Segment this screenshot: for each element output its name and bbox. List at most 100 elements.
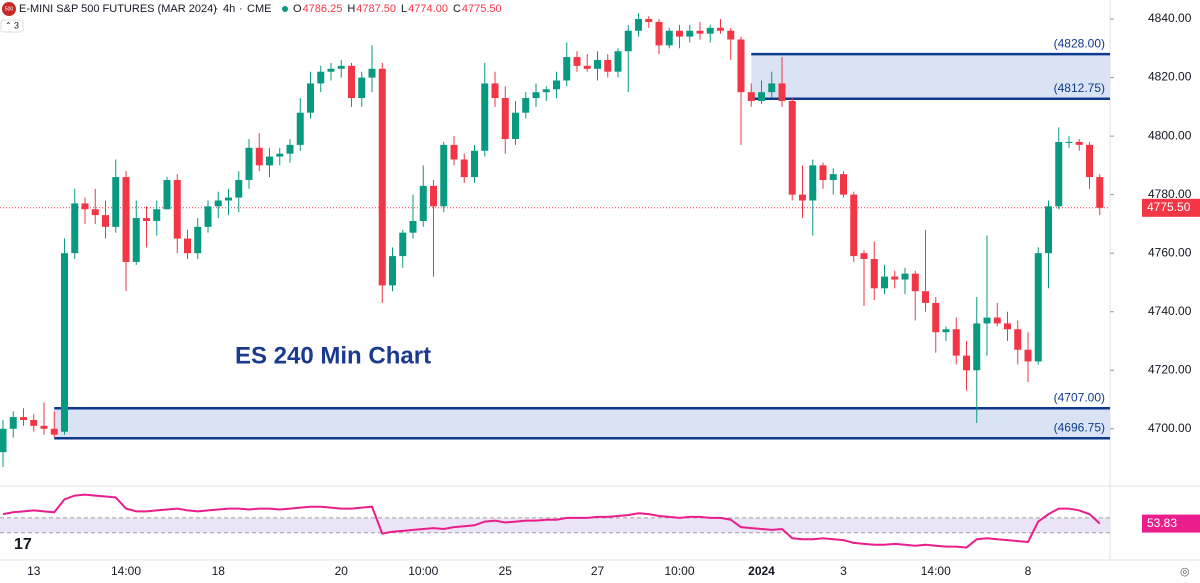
- candle-body: [922, 291, 929, 303]
- candle-body: [71, 203, 79, 254]
- candle-body: [276, 153, 284, 157]
- candle-body: [91, 209, 99, 216]
- x-tick-label: 27: [591, 564, 605, 578]
- candle-body: [337, 65, 345, 69]
- zone-label: (4696.75): [1054, 420, 1105, 434]
- candle-body: [983, 317, 991, 324]
- candle-body: [604, 60, 612, 72]
- candle-body: [696, 30, 704, 34]
- x-tick-label: 18: [212, 564, 226, 578]
- settings-icon[interactable]: ◎: [1180, 566, 1190, 578]
- candle-body: [235, 180, 243, 198]
- exchange: CME: [247, 3, 271, 15]
- x-tick-label: 25: [499, 564, 513, 578]
- candle-body: [778, 83, 786, 101]
- candle-body: [173, 180, 181, 239]
- y-tick-label: 4840.00: [1148, 11, 1192, 25]
- candle-body: [973, 323, 981, 371]
- rsi-value-label: 53.83: [1147, 516, 1177, 530]
- candle-body: [614, 51, 622, 72]
- candle-body: [737, 39, 745, 93]
- x-tick-label: 10:00: [664, 564, 694, 578]
- indicator-toggle[interactable]: [0, 19, 24, 33]
- candle-body: [901, 273, 909, 280]
- y-tick-label: 4740.00: [1148, 304, 1192, 318]
- candle-body: [686, 30, 694, 37]
- candle-body: [0, 428, 7, 453]
- candle-body: [266, 156, 273, 166]
- candle-body: [81, 203, 89, 210]
- candle-body: [717, 27, 724, 31]
- candle-body: [440, 144, 448, 207]
- status-dot: [282, 6, 288, 12]
- ohlc-readout: O 4786.25 H 4787.50 L 4774.00 C 4775.50: [293, 3, 502, 15]
- candle-body: [491, 83, 499, 99]
- candle-body: [481, 83, 489, 151]
- x-tick-label: 2024: [748, 564, 775, 578]
- sep: ·: [239, 3, 243, 15]
- candle-body: [665, 30, 673, 46]
- candle-body: [819, 165, 827, 180]
- candle-body: [1096, 177, 1104, 208]
- candle-body: [30, 420, 38, 426]
- candle-body: [307, 83, 314, 113]
- candle-body: [522, 98, 530, 113]
- rsi-line: [2, 493, 1101, 549]
- annotation: ES 240 Min Chart: [235, 342, 431, 369]
- candle-body: [645, 19, 653, 22]
- candle-body: [829, 174, 837, 180]
- y-tick-label: 4800.00: [1148, 128, 1192, 142]
- candle-body: [327, 68, 335, 72]
- candle-body: [563, 57, 571, 81]
- candle-body: [624, 30, 632, 52]
- candle-body: [1086, 144, 1093, 178]
- candle-body: [881, 276, 888, 289]
- candle-body: [840, 174, 847, 195]
- y-tick-label: 4780.00: [1148, 187, 1192, 201]
- candle-body: [286, 144, 294, 154]
- ohlc-letter: L: [401, 3, 407, 15]
- candle-body: [225, 197, 232, 201]
- x-tick-label: 13: [27, 564, 41, 578]
- candle-body: [143, 218, 150, 221]
- candle-body: [532, 92, 540, 99]
- last-price-box: [1142, 198, 1200, 217]
- candle-body: [471, 150, 478, 178]
- ohlc-value: 4775.50: [462, 3, 502, 15]
- icon-text: 500: [5, 6, 14, 12]
- candle-body: [635, 19, 642, 31]
- candle-body: [399, 232, 407, 257]
- zone-label: (4828.00): [1054, 36, 1105, 50]
- candle-body: [942, 329, 950, 333]
- x-tick-label: 20: [335, 564, 349, 578]
- candle-body: [122, 177, 130, 262]
- candle-body: [1065, 141, 1073, 143]
- candle-body: [993, 317, 1001, 324]
- candle-body: [911, 273, 919, 292]
- candle-body: [932, 302, 940, 333]
- candle-body: [102, 215, 109, 227]
- candle-body: [963, 355, 970, 371]
- candle-body: [317, 71, 325, 84]
- candle-body: [460, 159, 468, 178]
- x-tick-label: 14:00: [111, 564, 141, 578]
- candle-body: [389, 256, 396, 286]
- candle-body: [378, 68, 386, 286]
- candle-body: [1045, 206, 1052, 254]
- candle-body: [1014, 329, 1022, 350]
- candle-body: [368, 68, 376, 78]
- candle-body: [214, 200, 222, 207]
- candle-body: [204, 206, 212, 227]
- candle-body: [112, 177, 120, 227]
- candle-body: [788, 100, 796, 195]
- candle-body: [573, 57, 581, 66]
- sep: ·: [215, 3, 219, 15]
- y-tick-label: 4820.00: [1148, 70, 1192, 84]
- candle-body: [296, 112, 304, 145]
- ohlc-value: 4787.50: [356, 3, 396, 15]
- candle-body: [860, 253, 868, 260]
- candle-body: [583, 65, 591, 69]
- candle-body: [850, 194, 858, 257]
- y-tick-label: 4760.00: [1148, 245, 1192, 259]
